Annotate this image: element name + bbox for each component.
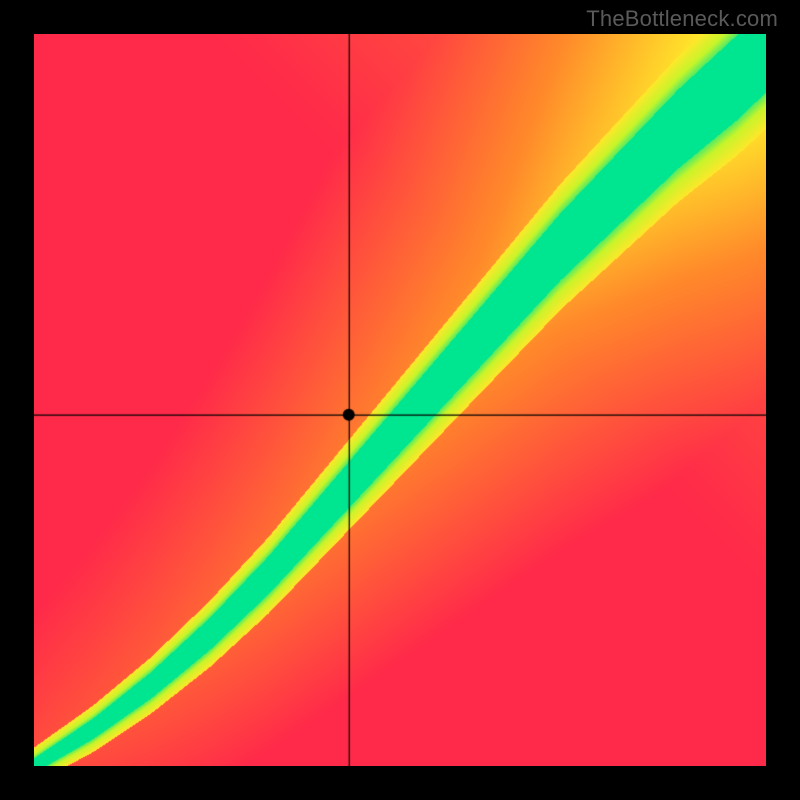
chart-container: TheBottleneck.com xyxy=(0,0,800,800)
heatmap-plot xyxy=(34,34,766,766)
overlay-canvas xyxy=(34,34,766,766)
watermark-text: TheBottleneck.com xyxy=(586,6,778,32)
